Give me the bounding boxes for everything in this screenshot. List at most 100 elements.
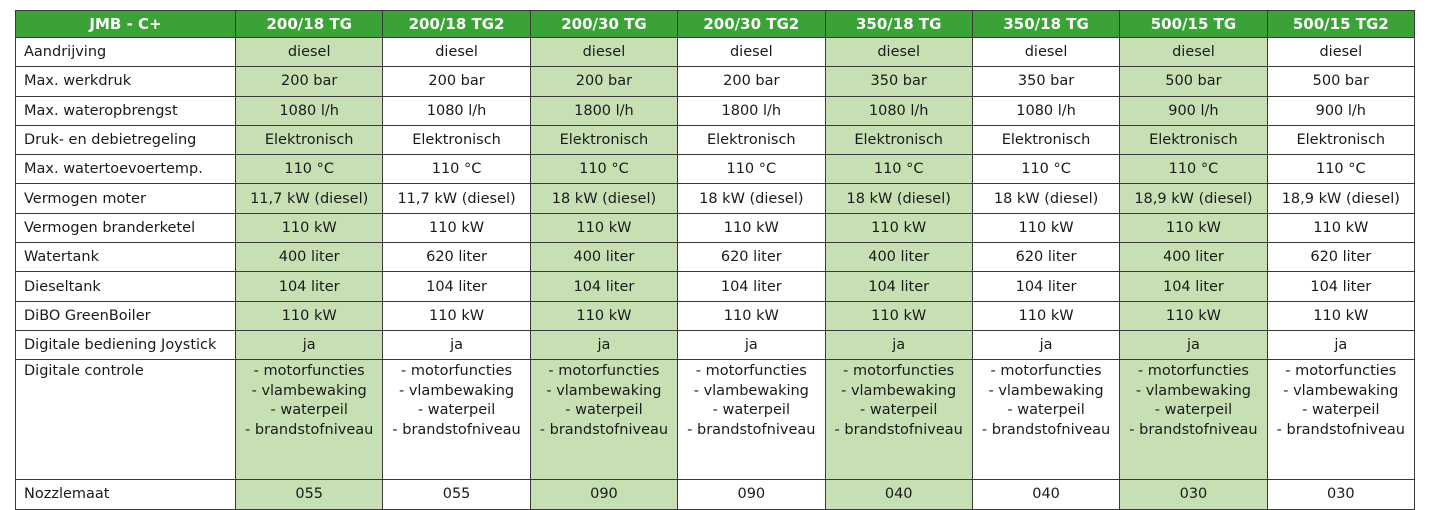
list-item: - vlambewaking [841,382,957,399]
column-header: 200/30 TG [529,10,679,38]
table-row: Vermogen moter 11,7 kW (diesel) 11,7 kW … [15,183,1416,214]
table-cell: diesel [1266,36,1416,68]
row-label: Aandrijving [15,36,236,68]
table-cell: - motorfuncties - vlambewaking - waterpe… [677,359,826,481]
table-cell: - motorfuncties - vlambewaking - waterpe… [824,359,973,481]
list-item: - vlambewaking [1135,382,1252,399]
table-row: Max. watertoevoertemp. 110 °C 110 °C 110… [15,154,1416,185]
list-item: - motorfuncties [1137,363,1249,380]
table-cell: 030 [1119,479,1268,510]
table-cell: - motorfuncties - vlambewaking - waterpe… [971,359,1121,481]
column-header: 350/18 TG [971,10,1121,38]
table-cell: 400 liter [529,242,679,273]
table-cell: 104 liter [529,271,679,302]
table-cell: 104 liter [382,271,531,302]
list-item: - brandstofniveau [245,421,374,438]
list-item: - motorfuncties [990,363,1102,380]
list-item: - waterpeil [1007,402,1085,419]
table-cell: ja [382,329,531,361]
table-cell: 200 bar [234,66,384,97]
table-cell: 11,7 kW (diesel) [382,183,531,214]
table-cell: 620 liter [1266,242,1416,273]
table-cell: 110 kW [971,300,1121,331]
table-cell: diesel [529,36,679,68]
list-item: - motorfuncties [401,363,513,380]
table-cell: Elektronisch [1119,124,1268,156]
list-item: - vlambewaking [546,382,662,399]
table-cell: 110 °C [1119,154,1268,185]
table-cell: 1080 l/h [971,95,1121,126]
table-cell: Elektronisch [1266,124,1416,156]
table-cell: 110 kW [677,212,826,244]
table-cell: 110 kW [234,212,384,244]
table-cell: 104 liter [234,271,384,302]
table-cell: 110 °C [971,154,1121,185]
table-cell: Elektronisch [234,124,384,156]
table-cell: - motorfuncties - vlambewaking - waterpe… [234,359,384,481]
header-row: JMB - C+ 200/18 TG 200/18 TG2 200/30 TG … [15,10,1416,38]
column-header: 350/18 TG [824,10,973,38]
table-cell: diesel [234,36,384,68]
table-cell: 104 liter [1119,271,1268,302]
table-cell: 200 bar [677,66,826,97]
list-item: - vlambewaking [988,382,1104,399]
table-cell: - motorfuncties - vlambewaking - waterpe… [1119,359,1268,481]
table-cell: 104 liter [824,271,973,302]
table-cell: diesel [677,36,826,68]
row-label: Nozzlemaat [15,479,236,510]
list-item: - waterpeil [860,402,938,419]
table-cell: 110 kW [529,212,679,244]
table-cell: 400 liter [234,242,384,273]
table-cell: - motorfuncties - vlambewaking - waterpe… [1266,359,1416,481]
table-cell: ja [1119,329,1268,361]
list-item: - brandstofniveau [1276,421,1405,438]
table-cell: 110 °C [382,154,531,185]
table-cell: 110 kW [1119,300,1268,331]
row-label: Max. watertoevoertemp. [15,154,236,185]
list-item: - vlambewaking [251,382,367,399]
table-cell: 400 liter [824,242,973,273]
list-item: - brandstofniveau [981,421,1111,438]
table-cell: 110 °C [529,154,679,185]
table-cell: 110 kW [382,212,531,244]
corner-header: JMB - C+ [15,10,236,38]
digital-control-row: Digitale controle - motorfuncties - vlam… [15,359,1416,481]
table-row: Druk- en debietregeling Elektronisch Ele… [15,124,1416,156]
table-cell: 1080 l/h [382,95,531,126]
table-cell: 040 [824,479,973,510]
table-cell: 110 kW [824,212,973,244]
row-label: Watertank [15,242,236,273]
table-cell: diesel [382,36,531,68]
table-cell: 110 °C [1266,154,1416,185]
row-label: Max. werkdruk [15,66,236,97]
list-item: - motorfuncties [253,363,365,380]
row-label: Max. wateropbrengst [15,95,236,126]
table-cell: 900 l/h [1266,95,1416,126]
table-cell: ja [234,329,384,361]
table-cell: 110 °C [824,154,973,185]
table-cell: 040 [971,479,1121,510]
table-cell: Elektronisch [529,124,679,156]
list-item: - brandstofniveau [1129,421,1258,438]
table-cell: 055 [234,479,384,510]
table-cell: 18 kW (diesel) [529,183,679,214]
table-cell: 18,9 kW (diesel) [1119,183,1268,214]
table-cell: 104 liter [1266,271,1416,302]
table-cell: 500 bar [1119,66,1268,97]
list-item: - motorfuncties [1285,363,1397,380]
list-item: - waterpeil [1154,402,1233,419]
table-cell: 110 kW [529,300,679,331]
row-label: Vermogen branderketel [15,212,236,244]
list-item: - motorfuncties [843,363,955,380]
table-cell: Elektronisch [382,124,531,156]
list-item: - waterpeil [1302,402,1380,419]
table-cell: Elektronisch [677,124,826,156]
table-cell: 030 [1266,479,1416,510]
table-cell: 1800 l/h [677,95,826,126]
table-cell: 090 [529,479,679,510]
table-cell: 350 bar [971,66,1121,97]
table-row: Vermogen branderketel 110 kW 110 kW 110 … [15,212,1416,244]
table-row: Max. werkdruk 200 bar 200 bar 200 bar 20… [15,66,1416,97]
table-cell: 400 liter [1119,242,1268,273]
spec-table: JMB - C+ 200/18 TG 200/18 TG2 200/30 TG … [15,10,1416,510]
